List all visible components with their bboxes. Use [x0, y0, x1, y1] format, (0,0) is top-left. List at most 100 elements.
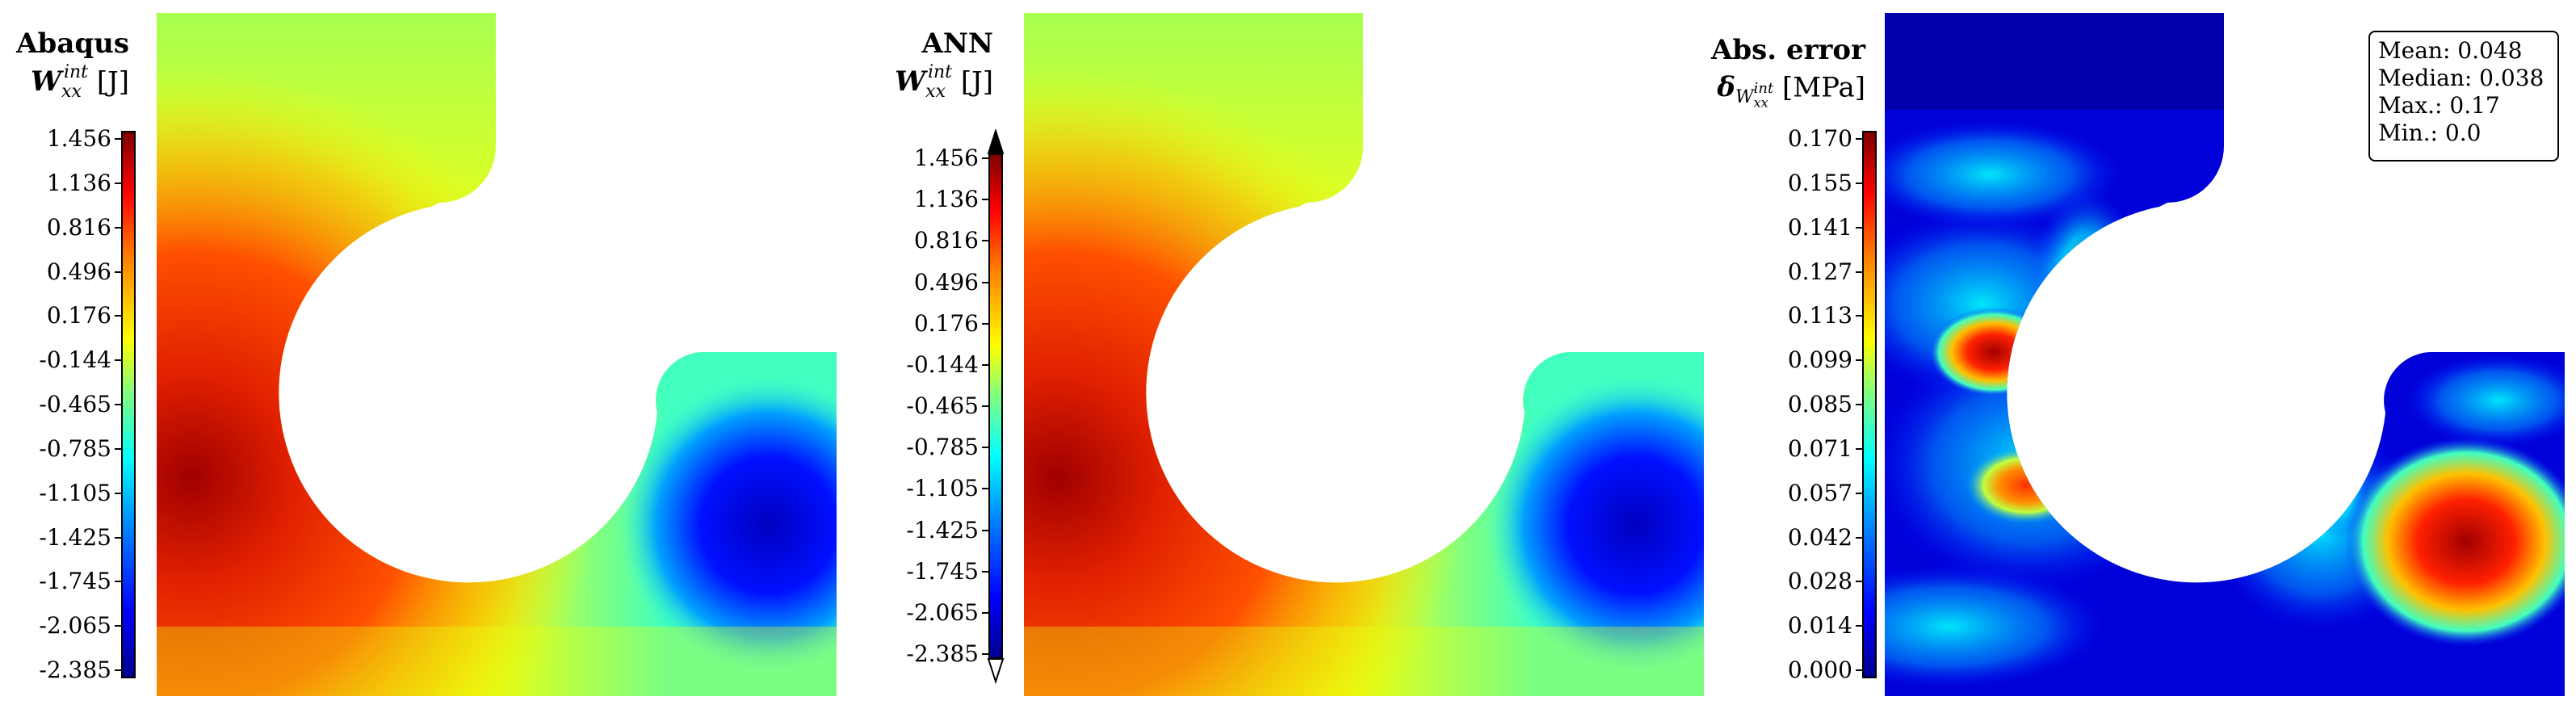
colorbar-tick-mark: [1856, 536, 1862, 539]
stat-mean: Mean: 0.048: [2378, 37, 2523, 64]
stats-box: Mean: 0.048 Median: 0.038 Max.: 0.17 Min…: [2368, 31, 2559, 162]
colorbar-title: Abs. error δWxxint [MPa]: [1688, 34, 1865, 120]
colorbar-tick-label: 0.113: [1787, 302, 1852, 329]
colorbar-tick-label: 0.176: [913, 309, 979, 337]
contour-plot-error: [1885, 13, 2565, 696]
colorbar-tick-mark: [982, 488, 988, 490]
colorbar-tick-mark: [1856, 315, 1862, 317]
colorbar-tick-mark: [982, 570, 988, 573]
colorbar-tick-label: -1.105: [906, 475, 979, 502]
colorbar-tick-label: -2.065: [39, 612, 111, 640]
colorbar-tick-label: -1.105: [39, 479, 111, 506]
colorbar-tick-label: -0.144: [39, 346, 111, 374]
colorbar-tick-mark: [1856, 625, 1862, 627]
colorbar-tick-mark: [982, 157, 988, 159]
colorbar-tick-label: -0.785: [39, 434, 111, 462]
colorbar-tick-label: 1.136: [913, 186, 979, 213]
colorbar-tick-mark: [982, 653, 988, 655]
contour-plot-ann: [1024, 13, 1704, 696]
panel-name: Abs. error: [1710, 34, 1865, 66]
colorbar-tick-mark: [982, 240, 988, 242]
colorbar-tick-mark: [115, 447, 121, 450]
panel-abaqus: Abaqus Wxxint [J] 1.456 1.136 0.816 0.496 0.…: [0, 0, 837, 709]
symbol: δWxx: [1717, 71, 1768, 111]
stat-min: Min.: 0.0: [2378, 120, 2482, 146]
stat-median: Median: 0.038: [2378, 65, 2545, 91]
colorbar-tick-mark: [115, 271, 121, 273]
colorbar-tick-mark: [1856, 404, 1862, 405]
colorbar-tick-label: -0.465: [906, 392, 979, 419]
stat-max: Max.: 0.17: [2378, 92, 2500, 119]
colorbar-title: ANN Wxxint [J]: [856, 27, 993, 108]
colorbar-tick-label: 0.176: [46, 302, 111, 329]
colorbar-tick-label: 0.014: [1787, 612, 1852, 640]
colorbar-tick-label: -1.745: [39, 568, 111, 595]
colorbar-tick-mark: [1856, 669, 1862, 671]
colorbar-title: Abaqus Wxxint [J]: [0, 27, 129, 108]
colorbar-tick-label: 1.456: [913, 145, 979, 171]
colorbar-tick-label: 0.170: [1787, 125, 1852, 152]
unit: [MPa]: [1782, 71, 1865, 104]
panel-ann: ANN Wxxint [J] 1.456 1.136 0.816 0.496 0.176…: [856, 0, 1704, 709]
colorbar-tick-mark: [115, 492, 121, 494]
colorbar-tick-label: 0.816: [46, 213, 111, 241]
colorbar: [121, 131, 136, 678]
colorbar-tick-label: 0.141: [1787, 213, 1852, 241]
colorbar-tick-mark: [115, 625, 121, 627]
colorbar-tick-label: 1.456: [46, 125, 111, 152]
colorbar-tick-label: -1.745: [906, 557, 979, 585]
colorbar-tick-label: 0.496: [46, 258, 111, 285]
colorbar-tick-mark: [115, 138, 121, 140]
colorbar-tick-mark: [1856, 492, 1862, 494]
colorbar-tick-label: 0.085: [1787, 391, 1852, 417]
unit: [J]: [960, 65, 993, 99]
colorbar-tick-mark: [115, 182, 121, 184]
panel-name: ANN: [921, 27, 993, 60]
colorbar-tick-mark: [1856, 138, 1862, 140]
colorbar: [1862, 131, 1877, 678]
colorbar-tick-label: -0.144: [906, 350, 979, 378]
colorbar-tick-label: 0.071: [1787, 434, 1852, 462]
panel-abs-error: Abs. error δWxxint [MPa] 0.170 0.155 0.141…: [1688, 0, 2576, 709]
colorbar-tick-mark: [982, 405, 988, 407]
unit: [J]: [96, 65, 129, 99]
colorbar-tick-label: 0.099: [1787, 346, 1852, 374]
colorbar-tick-label: -1.425: [906, 516, 979, 543]
colorbar-tick-mark: [115, 226, 121, 229]
colorbar-tick-label: 0.496: [913, 268, 979, 296]
colorbar-tick-mark: [982, 281, 988, 283]
colorbar-tick-label: 0.057: [1787, 479, 1852, 506]
colorbar-tick-mark: [115, 315, 121, 317]
colorbar-tick-mark: [982, 363, 988, 366]
colorbar-tick-mark: [982, 199, 988, 201]
colorbar-tick-label: 0.816: [913, 227, 979, 254]
colorbar-tick-mark: [115, 581, 121, 583]
colorbar-tick-label: 0.042: [1787, 523, 1852, 551]
colorbar-tick-mark: [1856, 226, 1862, 229]
panel-name: Abaqus: [16, 27, 129, 60]
colorbar-tick-mark: [1856, 271, 1862, 273]
colorbar-tick-label: -0.465: [39, 391, 111, 417]
colorbar-tick-label: -2.065: [906, 598, 979, 626]
colorbar-tick-mark: [1856, 447, 1862, 450]
colorbar-tick-mark: [1856, 182, 1862, 184]
colorbar-tick-mark: [982, 529, 988, 531]
colorbar-tick-label: 1.136: [46, 169, 111, 196]
colorbar-tick-mark: [115, 359, 121, 362]
colorbar-tick-label: -0.785: [906, 434, 979, 461]
colorbar-tick-label: 0.000: [1787, 657, 1852, 683]
colorbar-tick-mark: [1856, 581, 1862, 583]
colorbar-tick-mark: [1856, 359, 1862, 362]
colorbar-tick-label: -1.425: [39, 523, 111, 551]
symbol: Wxx: [894, 65, 946, 103]
colorbar-tick-mark: [982, 322, 988, 325]
colorbar-tick-label: -2.385: [906, 640, 979, 667]
colorbar-tick-mark: [982, 611, 988, 614]
colorbar-tick-label: 0.155: [1787, 169, 1852, 196]
contour-plot-abaqus: [157, 13, 837, 696]
colorbar-tick-label: 0.127: [1787, 258, 1852, 285]
colorbar-tick-mark: [115, 536, 121, 539]
colorbar-tick-mark: [115, 404, 121, 405]
colorbar-tick-label: -2.385: [39, 657, 111, 683]
colorbar: [988, 153, 1003, 659]
